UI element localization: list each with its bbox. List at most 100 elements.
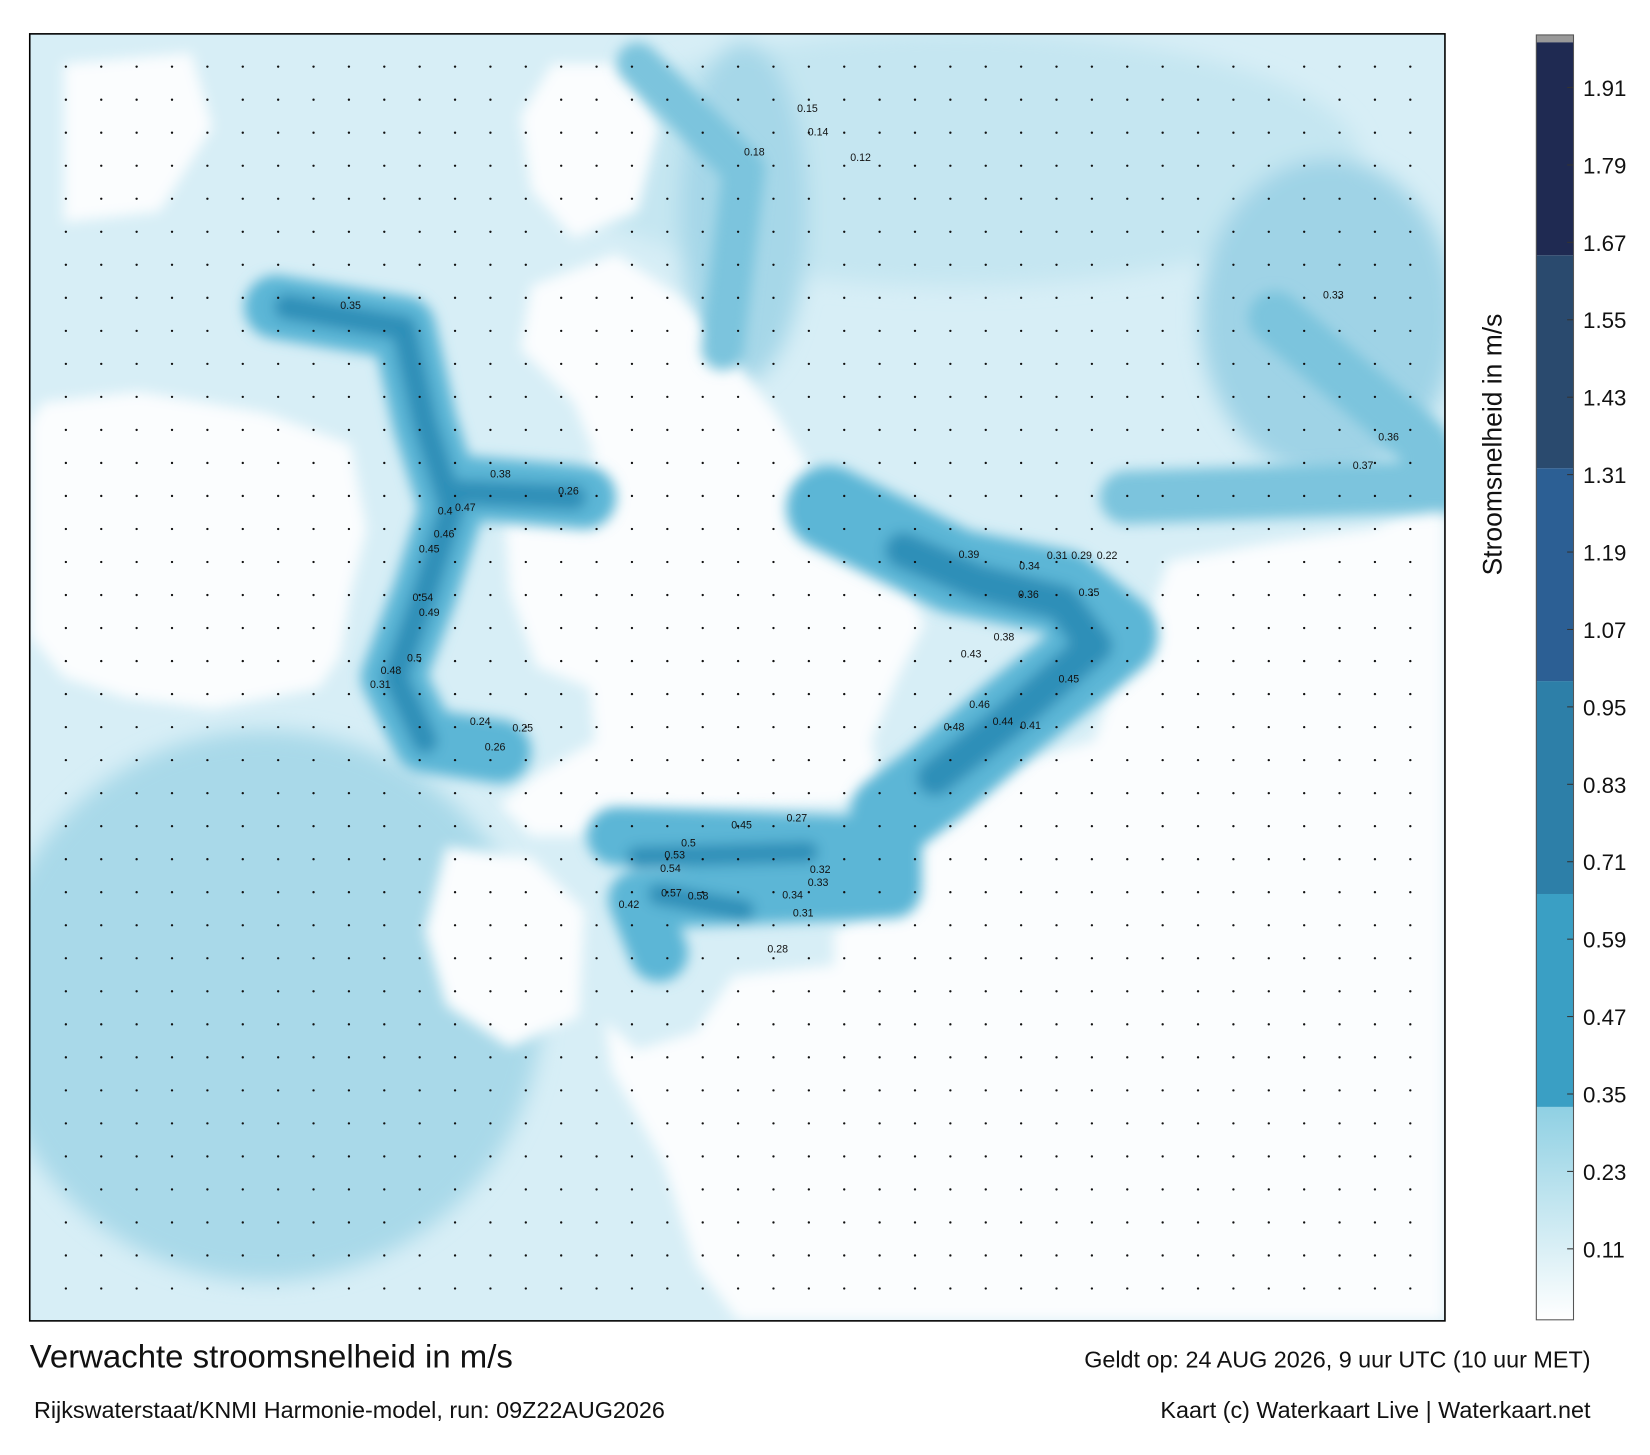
grid-dot xyxy=(630,1254,634,1257)
grid-dot xyxy=(135,197,138,200)
grid-dot xyxy=(347,593,351,597)
grid-dot xyxy=(206,924,209,927)
grid-dot xyxy=(1409,626,1412,630)
grid-dot xyxy=(241,626,244,630)
grid-dot xyxy=(1126,758,1129,762)
grid-dot xyxy=(1019,858,1023,861)
grid-dot xyxy=(383,1155,386,1158)
grid-dot xyxy=(843,461,846,465)
map-value-label: 0.43 xyxy=(961,648,982,660)
grid-dot xyxy=(1232,230,1235,233)
grid-dot xyxy=(913,891,917,894)
grid-dot xyxy=(1232,461,1235,465)
grid-dot xyxy=(736,230,740,233)
grid-dot xyxy=(241,197,244,200)
grid-dot xyxy=(630,65,634,68)
grid-dot xyxy=(1267,1155,1270,1158)
grid-dot xyxy=(772,560,775,564)
grid-dot xyxy=(666,98,669,101)
grid-dot xyxy=(1196,230,1200,233)
grid-dot xyxy=(949,1122,952,1125)
grid-dot xyxy=(170,428,174,432)
grid-dot xyxy=(666,957,669,960)
grid-dot xyxy=(453,395,457,399)
grid-dot xyxy=(312,461,315,465)
grid-dot xyxy=(666,1221,669,1224)
grid-dot xyxy=(984,296,987,299)
grid-dot xyxy=(843,395,846,399)
grid-dot xyxy=(1373,560,1377,564)
grid-dot xyxy=(312,527,315,531)
grid-dot xyxy=(453,791,457,795)
grid-dot xyxy=(666,725,669,729)
grid-dot xyxy=(312,197,315,200)
grid-dot xyxy=(1161,362,1164,366)
grid-dot xyxy=(1409,692,1412,696)
grid-dot xyxy=(1196,891,1200,894)
grid-dot xyxy=(984,1287,987,1290)
grid-dot xyxy=(312,593,315,597)
grid-dot xyxy=(701,230,704,233)
colorbar-tick-label: 0.11 xyxy=(1583,1237,1625,1262)
grid-dot xyxy=(772,692,775,696)
grid-dot xyxy=(913,1056,917,1059)
map-value-label: 0.48 xyxy=(381,665,402,677)
grid-dot xyxy=(630,1221,634,1224)
grid-dot xyxy=(418,626,421,630)
grid-dot xyxy=(276,98,280,101)
grid-dot xyxy=(666,131,669,134)
grid-dot xyxy=(64,527,68,531)
grid-dot xyxy=(1196,395,1200,399)
grid-dot xyxy=(1338,990,1341,993)
grid-dot xyxy=(736,98,740,101)
grid-dot xyxy=(807,593,811,597)
grid-dot xyxy=(100,395,103,399)
grid-dot xyxy=(1232,560,1235,564)
grid-dot xyxy=(1196,1221,1200,1224)
grid-dot xyxy=(984,1221,987,1224)
grid-dot xyxy=(312,263,315,266)
grid-dot xyxy=(241,164,244,167)
grid-dot xyxy=(772,626,775,630)
grid-dot xyxy=(878,957,881,960)
grid-dot xyxy=(64,494,68,498)
grid-dot xyxy=(347,230,351,233)
grid-dot xyxy=(135,593,138,597)
grid-dot xyxy=(595,131,598,134)
grid-dot xyxy=(1161,131,1164,134)
grid-dot xyxy=(453,659,457,663)
grid-dot xyxy=(1196,131,1200,134)
grid-dot xyxy=(878,791,881,795)
grid-dot xyxy=(1090,197,1094,200)
grid-dot xyxy=(878,891,881,894)
grid-dot xyxy=(1303,296,1306,299)
grid-dot xyxy=(1019,1188,1023,1191)
grid-dot xyxy=(878,329,881,333)
grid-dot xyxy=(560,1287,563,1290)
grid-dot xyxy=(560,692,563,696)
grid-dot xyxy=(276,230,280,233)
grid-dot xyxy=(453,858,457,861)
grid-dot xyxy=(1338,98,1341,101)
grid-dot xyxy=(312,1023,315,1026)
grid-dot xyxy=(312,296,315,299)
grid-dot xyxy=(347,560,351,564)
grid-dot xyxy=(64,692,68,696)
grid-dot xyxy=(418,428,421,432)
grid-dot xyxy=(489,758,492,762)
grid-dot xyxy=(949,626,952,630)
grid-dot xyxy=(453,1056,457,1059)
grid-dot xyxy=(595,1023,598,1026)
grid-dot xyxy=(949,1254,952,1257)
grid-dot xyxy=(489,1122,492,1125)
colorbar-tick-label: 0.59 xyxy=(1583,928,1626,953)
grid-dot xyxy=(170,65,174,68)
grid-dot xyxy=(418,1254,421,1257)
grid-dot xyxy=(560,395,563,399)
grid-dot xyxy=(1090,1188,1094,1191)
grid-dot xyxy=(1019,626,1023,630)
grid-dot xyxy=(418,461,421,465)
grid-dot xyxy=(383,527,386,531)
grid-dot xyxy=(524,924,527,927)
grid-dot xyxy=(1090,924,1094,927)
